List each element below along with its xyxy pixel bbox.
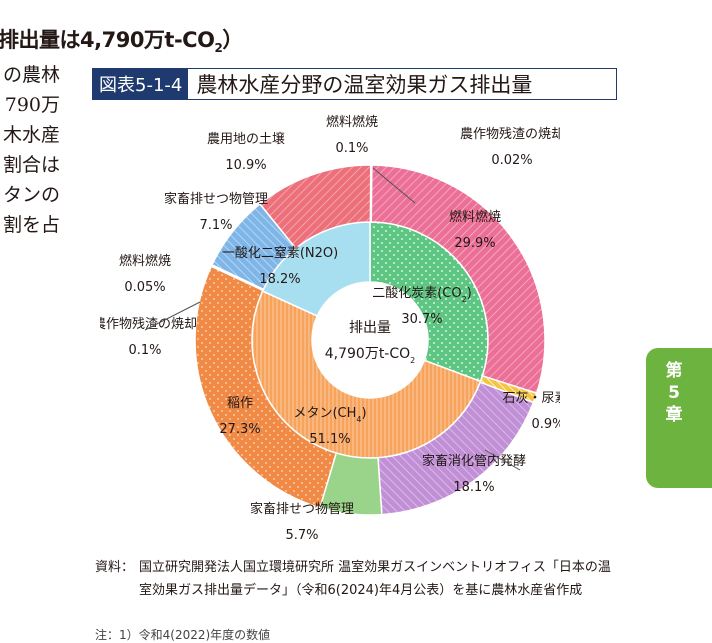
figure-title-text: 農林水産分野の温室効果ガス排出量 — [196, 73, 533, 97]
outer-label: 石灰・尿素施用 — [502, 391, 560, 406]
outer-label: 燃料燃焼 — [449, 209, 501, 225]
outer-label: 農作物残渣の焼却 — [460, 127, 560, 142]
nested-donut-chart: 排出量 4,790万t-CO2 二酸化炭素(CO2) 30.7% メタン(CH4) 51.… — [100, 114, 560, 543]
outer-label: 家畜排せつ物管理 — [250, 501, 354, 517]
slice-fuel-co2 — [369, 164, 546, 395]
outer-value: 29.9% — [454, 236, 495, 251]
inner-label: 一酸化二窒素(N2O) — [222, 245, 338, 261]
inner-value: 51.1% — [309, 432, 350, 447]
outer-label: 農用地の土壌 — [207, 132, 285, 147]
outer-value: 27.3% — [219, 422, 260, 437]
chapter-tab[interactable]: 第 5 章 — [646, 348, 712, 488]
outer-value: 18.1% — [453, 480, 494, 495]
outer-value: 0.02% — [491, 153, 532, 168]
outer-label: 農作物残渣の焼却 — [100, 317, 197, 332]
body-text-line: 木水産 — [2, 124, 60, 146]
outer-value: 0.1% — [128, 343, 161, 358]
outer-value: 0.9% — [531, 417, 560, 432]
inner-label: メタン(CH4) — [293, 406, 366, 424]
figure-title: 図表5-1-4 農林水産分野の温室効果ガス排出量 — [92, 68, 617, 100]
outer-label: 家畜消化管内発酵 — [422, 453, 526, 469]
slice-fuel-n2o — [369, 164, 373, 223]
chapter-tab-line: 5 — [668, 383, 680, 403]
outer-label: 燃料燃焼 — [326, 114, 378, 130]
body-text-line: タンの — [2, 184, 60, 206]
outer-value: 0.05% — [124, 280, 165, 295]
page-heading-close: ） — [222, 28, 243, 52]
source-text: 国立研究開発法人国立環境研究所 温室効果ガスインベントリオフィス「日本の温室効果… — [139, 560, 611, 598]
outer-label: 家畜排せつ物管理 — [164, 191, 268, 207]
page-heading-sub: 2 — [214, 41, 223, 56]
source-label: 資料： — [95, 560, 135, 575]
slice-rice — [194, 265, 338, 509]
center-label: 排出量 — [349, 320, 391, 336]
page-heading: 排出量は4,790万t-CO2） — [0, 24, 243, 55]
leader-line — [484, 449, 521, 471]
body-text-line: 割を占 — [2, 214, 60, 236]
body-text-line: 割合は — [2, 154, 60, 176]
leader-line — [372, 167, 416, 204]
outer-value: 5.7% — [285, 528, 318, 543]
body-text: の農林 790万 木水産 割合は タンの 割を占 — [0, 60, 60, 240]
outer-label: 燃料燃焼 — [119, 253, 171, 269]
body-text-line: の農林 — [2, 64, 60, 86]
inner-value: 30.7% — [401, 312, 442, 327]
inner-value: 18.2% — [259, 272, 300, 287]
figure-number: 図表5-1-4 — [93, 69, 189, 99]
inner-label: 二酸化炭素(CO2) — [372, 286, 472, 304]
outer-value: 7.1% — [199, 218, 232, 233]
leader-line — [144, 301, 201, 331]
chapter-tab-line: 章 — [665, 405, 683, 425]
outer-value: 10.9% — [225, 158, 266, 173]
outer-label: 稲作 — [227, 396, 253, 411]
center-total: 4,790万t-CO2 — [325, 346, 416, 365]
outer-value: 0.1% — [335, 141, 368, 156]
page-heading-text: 排出量は4,790万t-CO — [0, 28, 215, 52]
body-text-line: 790万 — [4, 94, 60, 116]
chapter-tab-line: 第 — [665, 361, 683, 381]
